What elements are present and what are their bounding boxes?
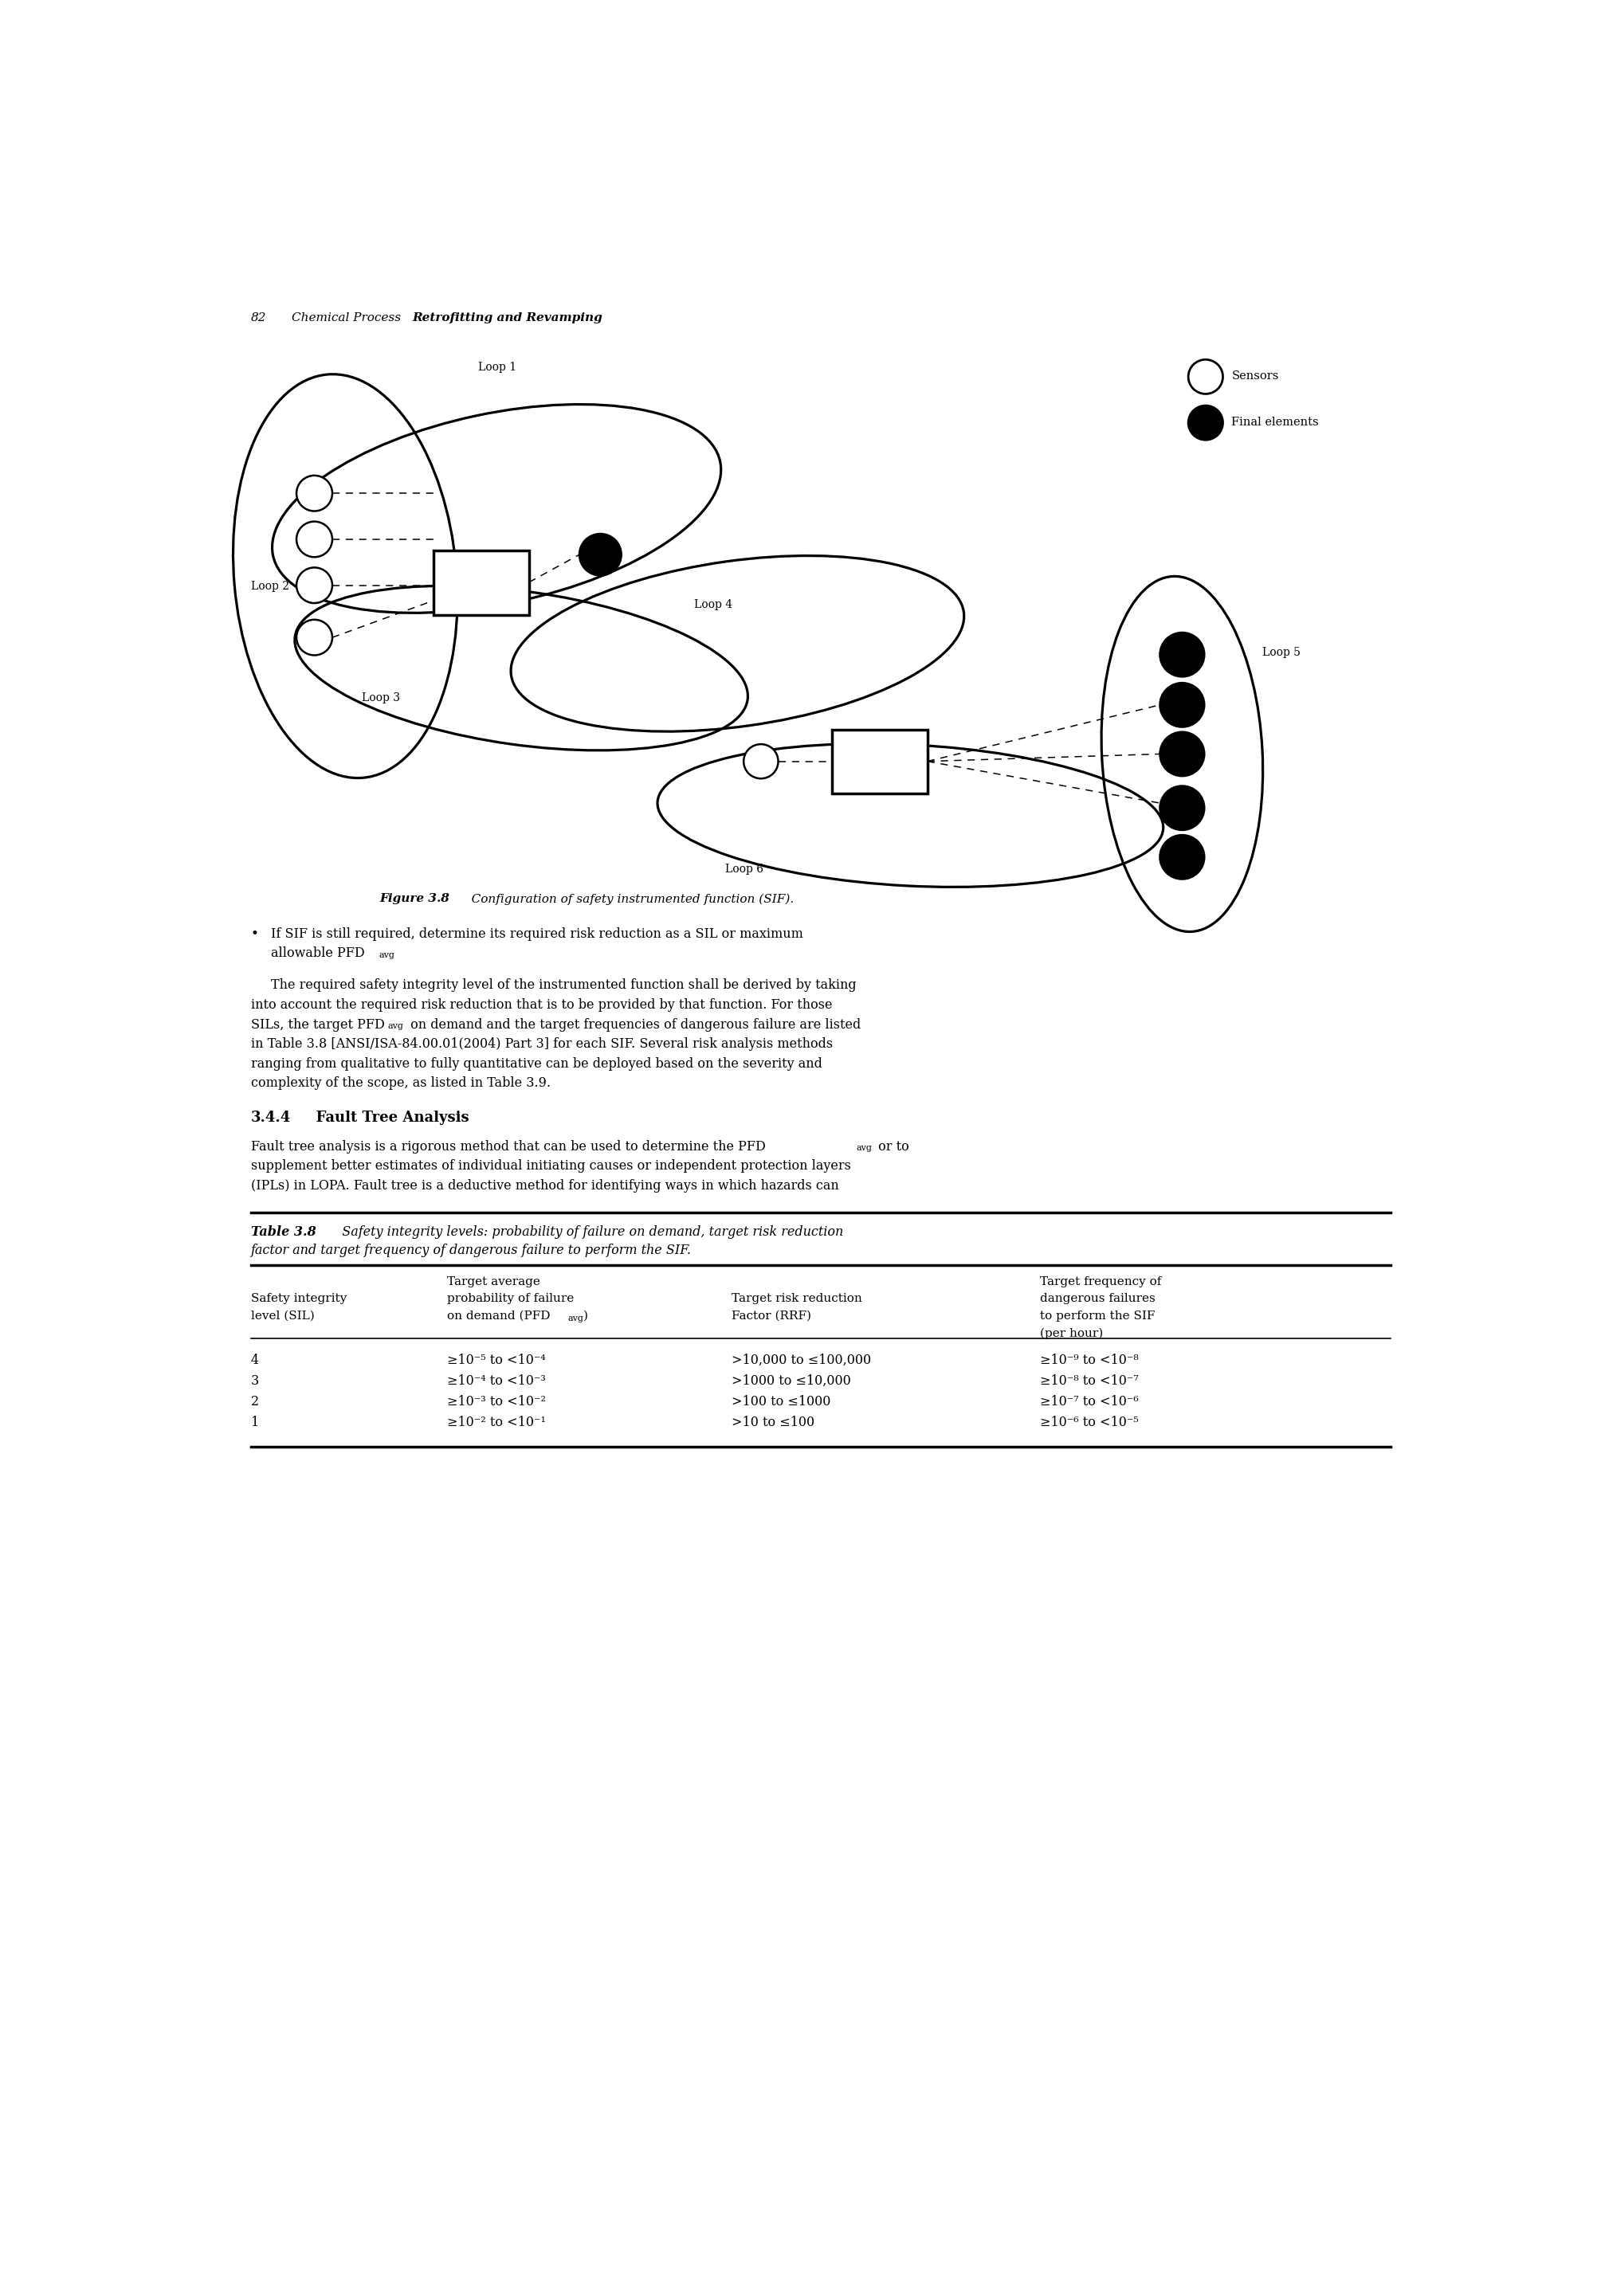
Text: If SIF is still required, determine its required risk reduction as a SIL or maxi: If SIF is still required, determine its … [271, 928, 804, 941]
Circle shape [1159, 732, 1204, 776]
Text: Loop 5: Loop 5 [1263, 647, 1300, 657]
Text: Loop 4: Loop 4 [695, 599, 733, 611]
Circle shape [1188, 360, 1223, 395]
Text: Fault Tree Analysis: Fault Tree Analysis [306, 1111, 469, 1125]
Text: ≥10⁻⁴ to <10⁻³: ≥10⁻⁴ to <10⁻³ [447, 1375, 546, 1387]
Text: Fault tree analysis is a rigorous method that can be used to determine the PFD: Fault tree analysis is a rigorous method… [251, 1139, 765, 1153]
Text: Target risk reduction: Target risk reduction [732, 1293, 861, 1304]
Text: Loop 3: Loop 3 [362, 693, 400, 705]
Circle shape [296, 521, 333, 558]
Text: Factor (RRF): Factor (RRF) [732, 1311, 812, 1322]
Text: on demand (PFD: on demand (PFD [447, 1311, 551, 1322]
Text: >10,000 to ≤100,000: >10,000 to ≤100,000 [732, 1352, 871, 1366]
Text: factor and target frequency of dangerous failure to perform the SIF.: factor and target frequency of dangerous… [251, 1244, 692, 1258]
Circle shape [296, 567, 333, 604]
Text: Figure 3.8: Figure 3.8 [379, 893, 450, 905]
Circle shape [1188, 406, 1223, 441]
Text: 2: 2 [251, 1396, 259, 1407]
Text: Target average: Target average [447, 1277, 540, 1288]
Text: Loop 2: Loop 2 [251, 581, 290, 592]
Text: 3: 3 [251, 1375, 259, 1387]
Text: Solver: Solver [450, 590, 488, 602]
Text: avg: avg [387, 1022, 403, 1031]
Text: ): ) [583, 1311, 588, 1322]
Text: in Table 3.8 [ANSI/ISA-84.00.01(2004) Part 3] for each SIF. Several risk analysi: in Table 3.8 [ANSI/ISA-84.00.01(2004) Pa… [251, 1038, 833, 1052]
Text: Configuration of safety instrumented function (SIF).: Configuration of safety instrumented fun… [459, 893, 794, 905]
Circle shape [743, 744, 778, 778]
Bar [831, 730, 927, 794]
Circle shape [296, 620, 333, 654]
Text: ≥10⁻⁷ to <10⁻⁶: ≥10⁻⁷ to <10⁻⁶ [1041, 1396, 1138, 1407]
Text: avg: avg [857, 1143, 873, 1153]
Text: ≥10⁻² to <10⁻¹: ≥10⁻² to <10⁻¹ [447, 1417, 546, 1430]
Text: Chemical Process: Chemical Process [291, 312, 405, 324]
Text: >10 to ≤100: >10 to ≤100 [732, 1417, 815, 1430]
Text: •: • [251, 928, 259, 941]
Text: 82: 82 [251, 312, 266, 324]
Text: 3.4.4: 3.4.4 [251, 1111, 291, 1125]
Text: 4: 4 [251, 1352, 259, 1366]
Text: or to: or to [874, 1139, 909, 1153]
Text: supplement better estimates of individual initiating causes or independent prote: supplement better estimates of individua… [251, 1159, 850, 1173]
Text: Solver: Solver [849, 769, 887, 781]
Text: on demand and the target frequencies of dangerous failure are listed: on demand and the target frequencies of … [407, 1017, 861, 1031]
Text: ≥10⁻⁸ to <10⁻⁷: ≥10⁻⁸ to <10⁻⁷ [1041, 1375, 1138, 1387]
Circle shape [1159, 836, 1204, 879]
Text: probability of failure: probability of failure [447, 1293, 575, 1304]
Text: Safety integrity levels: probability of failure on demand, target risk reduction: Safety integrity levels: probability of … [335, 1226, 844, 1238]
Text: (per hour): (per hour) [1041, 1327, 1103, 1339]
Text: Loop 6: Loop 6 [725, 863, 764, 875]
Text: Loop 1: Loop 1 [479, 360, 517, 372]
Text: avg: avg [568, 1316, 583, 1322]
Circle shape [1159, 631, 1204, 677]
Text: ranging from qualitative to fully quantitative can be deployed based on the seve: ranging from qualitative to fully quanti… [251, 1056, 821, 1070]
Text: ≥10⁻³ to <10⁻²: ≥10⁻³ to <10⁻² [447, 1396, 546, 1407]
Text: >1000 to ≤10,000: >1000 to ≤10,000 [732, 1375, 850, 1387]
Text: Target frequency of: Target frequency of [1041, 1277, 1161, 1288]
Text: level (SIL): level (SIL) [251, 1311, 314, 1322]
Text: avg: avg [379, 951, 395, 960]
Text: 1: 1 [251, 1417, 259, 1430]
Text: to perform the SIF: to perform the SIF [1041, 1311, 1156, 1322]
Text: dangerous failures: dangerous failures [1041, 1293, 1156, 1304]
Text: allowable PFD: allowable PFD [271, 946, 365, 960]
Circle shape [296, 475, 333, 512]
Text: (IPLs) in LOPA. Fault tree is a deductive method for identifying ways in which h: (IPLs) in LOPA. Fault tree is a deductiv… [251, 1180, 839, 1192]
Text: Retrofitting and Revamping: Retrofitting and Revamping [411, 312, 602, 324]
Text: >100 to ≤1000: >100 to ≤1000 [732, 1396, 831, 1407]
Text: Safety integrity: Safety integrity [251, 1293, 346, 1304]
Text: The required safety integrity level of the instrumented function shall be derive: The required safety integrity level of t… [271, 978, 857, 992]
Text: ≥10⁻⁹ to <10⁻⁸: ≥10⁻⁹ to <10⁻⁸ [1041, 1352, 1138, 1366]
Text: into account the required risk reduction that is to be provided by that function: into account the required risk reduction… [251, 999, 833, 1013]
Text: Table 3.8: Table 3.8 [251, 1226, 315, 1238]
Text: SILs, the target PFD: SILs, the target PFD [251, 1017, 384, 1031]
Text: Logic: Logic [451, 574, 485, 585]
Text: ≥10⁻⁶ to <10⁻⁵: ≥10⁻⁶ to <10⁻⁵ [1041, 1417, 1138, 1430]
Bar [434, 551, 528, 615]
Circle shape [580, 533, 621, 576]
Text: Final elements: Final elements [1231, 416, 1319, 427]
Text: Sensors: Sensors [1231, 370, 1279, 381]
Text: ≥10⁻⁵ to <10⁻⁴: ≥10⁻⁵ to <10⁻⁴ [447, 1352, 546, 1366]
Text: Logic: Logic [850, 753, 882, 765]
Circle shape [1159, 785, 1204, 831]
Text: complexity of the scope, as listed in Table 3.9.: complexity of the scope, as listed in Ta… [251, 1077, 551, 1091]
Circle shape [1159, 682, 1204, 728]
